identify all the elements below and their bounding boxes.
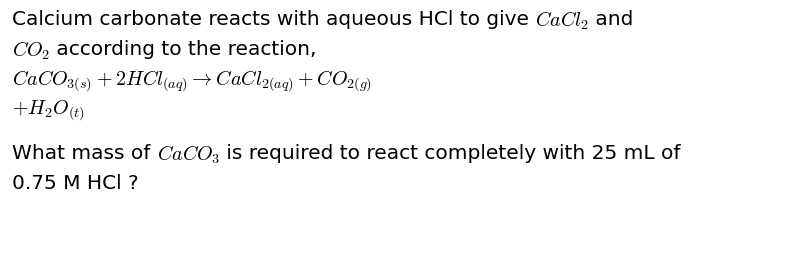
Text: Calcium carbonate reacts with aqueous HCl to give: Calcium carbonate reacts with aqueous HC…: [12, 10, 535, 29]
Text: $+ H_2O_{(t)}$: $+ H_2O_{(t)}$: [12, 98, 85, 122]
Text: is required to react completely with 25 mL of: is required to react completely with 25 …: [220, 144, 681, 163]
Text: and: and: [589, 10, 634, 29]
Text: $CaCO_{3(s)} + 2HCl_{(aq)} \rightarrow CaCl_{2(aq)} + CO_{2(g)}$: $CaCO_{3(s)} + 2HCl_{(aq)} \rightarrow C…: [12, 68, 372, 93]
Text: $CaCO_3$: $CaCO_3$: [157, 144, 220, 166]
Text: What mass of: What mass of: [12, 144, 157, 163]
Text: $CaCl_2$: $CaCl_2$: [535, 10, 589, 32]
Text: $CO_2$: $CO_2$: [12, 40, 50, 62]
Text: according to the reaction,: according to the reaction,: [50, 40, 317, 59]
Text: 0.75 M HCl ?: 0.75 M HCl ?: [12, 174, 138, 193]
